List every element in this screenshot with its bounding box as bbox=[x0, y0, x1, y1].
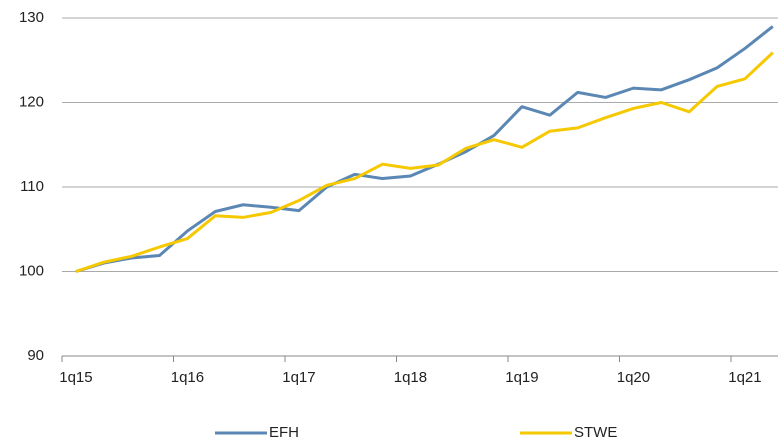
y-tick-label: 130 bbox=[19, 9, 44, 26]
series-line bbox=[75, 51, 774, 273]
x-tick-label: 1q19 bbox=[505, 369, 538, 386]
x-tick-label: 1q20 bbox=[617, 369, 650, 386]
legend-label: EFH bbox=[269, 424, 299, 441]
y-tick-label: 100 bbox=[19, 262, 44, 279]
y-tick-label: 110 bbox=[20, 178, 44, 195]
x-tick-label: 1q17 bbox=[282, 369, 315, 386]
series-line bbox=[75, 25, 774, 273]
x-tick-label: 1q18 bbox=[394, 369, 427, 386]
legend-label: STWE bbox=[574, 424, 617, 441]
x-tick-label: 1q21 bbox=[728, 369, 761, 386]
x-tick-label: 1q15 bbox=[59, 369, 92, 386]
y-tick-label: 120 bbox=[19, 93, 44, 110]
x-tick-label: 1q16 bbox=[171, 369, 204, 386]
y-tick-label: 90 bbox=[27, 347, 44, 364]
